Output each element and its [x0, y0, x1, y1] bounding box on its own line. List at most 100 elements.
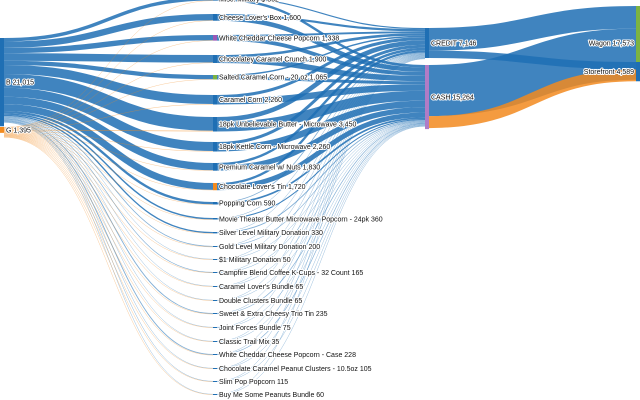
- link-p_slim_pop-credit: [216, 58, 426, 382]
- node-storefront[interactable]: [636, 62, 640, 82]
- link-p_18pk_kettle-credit: [216, 44, 426, 146]
- node-G[interactable]: [0, 127, 4, 133]
- link-p_choc_clusters-cash: [216, 125, 426, 369]
- node-label-halo-G: G 1,395: [6, 127, 31, 134]
- link-p_double_clusters-credit: [216, 55, 426, 301]
- link-G-p_military: [3, 0, 214, 128]
- link-p_wc_case-credit: [216, 57, 426, 355]
- node-p_caramel_corn[interactable]: [213, 95, 217, 105]
- node-label-halo-p_choc_clusters: Chocolate Caramel Peanut Clusters - 10.5…: [219, 366, 372, 373]
- node-p_choc_tin[interactable]: [213, 183, 217, 191]
- node-p_sweet_cheesy[interactable]: [213, 313, 217, 314]
- node-p_trail_mix[interactable]: [213, 341, 217, 342]
- node-label-halo-p_military: Misc. Military $ 862: [219, 0, 279, 3]
- link-p_18pk_butter-credit: [216, 40, 426, 122]
- node-label-p_choc_caramel: Chocolatey Caramel Crunch 1,900: [219, 56, 326, 63]
- link-p_military-credit: [256, 0, 426, 30]
- link-p_movie_theater-credit: [216, 53, 426, 219]
- node-p_cheese_box[interactable]: [213, 14, 217, 21]
- node-p_buy_me[interactable]: [213, 394, 217, 395]
- node-p_silver[interactable]: [213, 232, 217, 234]
- link-cash-storefront: [428, 69, 637, 129]
- node-credit[interactable]: [425, 28, 429, 59]
- node-label-p_slim_pop: Slim Pop Popcorn 115: [219, 379, 288, 386]
- node-label-halo-p_popping_corn: Popping Corn 590: [219, 201, 276, 208]
- node-p_military[interactable]: [213, 0, 217, 1]
- node-wagon[interactable]: [636, 6, 640, 80]
- node-label-p_buy_me: Buy Me Some Peanuts Bundle 60: [219, 392, 324, 399]
- link-B-p_sweet_cheesy: [3, 118, 214, 314]
- link-p_1_military-credit: [216, 54, 426, 260]
- link-p_buy_me-cash: [216, 126, 426, 395]
- link-G-p_movie_theater: [3, 131, 214, 220]
- sankey-links: [3, 0, 637, 395]
- link-p_silver-cash: [216, 119, 426, 234]
- link-G-p_silver: [3, 132, 214, 234]
- node-p_choc_clusters[interactable]: [213, 368, 217, 369]
- link-G-p_double_clusters: [3, 134, 214, 301]
- link-G-p_cheese_box: [3, 20, 214, 128]
- node-p_popping_corn[interactable]: [213, 202, 217, 205]
- node-B[interactable]: [0, 38, 4, 127]
- node-label-halo-wagon: Wagon 17,573: [589, 40, 634, 47]
- link-p_movie_theater-cash: [216, 118, 426, 220]
- node-p_slim_pop[interactable]: [213, 381, 217, 382]
- node-p_salted_caramel[interactable]: [213, 75, 217, 80]
- node-label-p_choc_tin: Chocolate Lover's Tin 1,720: [219, 184, 306, 191]
- node-p_joint_forces[interactable]: [213, 327, 217, 328]
- node-p_wc_popcorn[interactable]: [213, 35, 217, 41]
- node-label-halo-p_cheese_box: Cheese Lover's Box 1,600: [219, 15, 301, 22]
- link-p_popping_corn-cash: [216, 117, 426, 205]
- link-G-p_18pk_kettle: [3, 130, 214, 152]
- node-label-halo-p_movie_theater: Movie Theater Butter Microwave Popcorn -…: [219, 216, 383, 223]
- link-G-p_trail_mix: [3, 135, 214, 342]
- node-p_choc_caramel[interactable]: [213, 55, 217, 63]
- node-label-p_choc_clusters: Chocolate Caramel Peanut Clusters - 10.5…: [219, 366, 372, 373]
- node-p_1_military[interactable]: [213, 259, 217, 260]
- link-p_slim_pop-cash: [216, 125, 426, 382]
- node-label-halo-p_18pk_kettle: 18pk Kettle Corn - Microwave 2,260: [219, 144, 330, 151]
- node-label-halo-p_double_clusters: Double Clusters Bundle 65: [219, 298, 302, 305]
- link-p_caramel_lovers-cash: [216, 122, 426, 287]
- node-p_gold[interactable]: [213, 246, 217, 247]
- link-p_trail_mix-cash: [216, 124, 426, 342]
- link-p_buy_me-credit: [216, 58, 426, 395]
- link-G-p_18pk_butter: [3, 129, 214, 132]
- node-p_premium_caramel[interactable]: [213, 163, 217, 171]
- link-G-p_joint_forces: [3, 135, 214, 328]
- node-label-halo-p_choc_caramel: Chocolatey Caramel Crunch 1,900: [219, 56, 326, 63]
- node-p_movie_theater[interactable]: [213, 218, 217, 220]
- link-p_sweet_cheesy-cash: [216, 123, 426, 315]
- node-label-halo-p_buy_me: Buy Me Some Peanuts Bundle 60: [219, 392, 324, 399]
- node-label-halo-p_silver: Silver Level Military Donation 330: [219, 230, 323, 237]
- link-p_joint_forces-cash: [216, 123, 426, 328]
- link-B-p_18pk_butter: [3, 73, 214, 131]
- link-G-p_choc_caramel: [3, 62, 214, 129]
- link-p_premium_caramel-cash: [216, 107, 426, 171]
- node-label-p_cheese_box: Cheese Lover's Box 1,600: [219, 15, 301, 22]
- node-label-halo-p_caramel_corn: Caramel Corn 2,260: [219, 97, 282, 104]
- link-B-p_wc_case: [3, 120, 214, 355]
- link-p_cheese_box-credit: [216, 14, 426, 32]
- link-p_premium_caramel-credit: [216, 47, 426, 166]
- link-p_18pk_kettle-cash: [216, 100, 426, 152]
- node-label-storefront: Storefront 4,589: [584, 69, 634, 76]
- link-B-p_choc_caramel: [3, 53, 214, 63]
- node-label-p_caramel_corn: Caramel Corn 2,260: [219, 97, 282, 104]
- node-p_wc_case[interactable]: [213, 354, 217, 355]
- link-p_joint_forces-credit: [216, 56, 426, 328]
- node-cash[interactable]: [425, 65, 429, 130]
- link-p_1_military-cash: [216, 121, 426, 260]
- node-p_18pk_butter[interactable]: [213, 117, 217, 132]
- node-label-halo-p_trail_mix: Classic Trail Mix 35: [219, 339, 279, 346]
- node-p_double_clusters[interactable]: [213, 300, 217, 301]
- link-G-p_wc_popcorn: [3, 40, 214, 129]
- link-p_double_clusters-cash: [216, 122, 426, 301]
- node-p_caramel_lovers[interactable]: [213, 286, 217, 287]
- link-G-p_salted_caramel: [3, 79, 214, 130]
- link-p_sweet_cheesy-credit: [216, 56, 426, 314]
- node-p_18pk_kettle[interactable]: [213, 142, 217, 152]
- node-p_campfire[interactable]: [213, 272, 217, 273]
